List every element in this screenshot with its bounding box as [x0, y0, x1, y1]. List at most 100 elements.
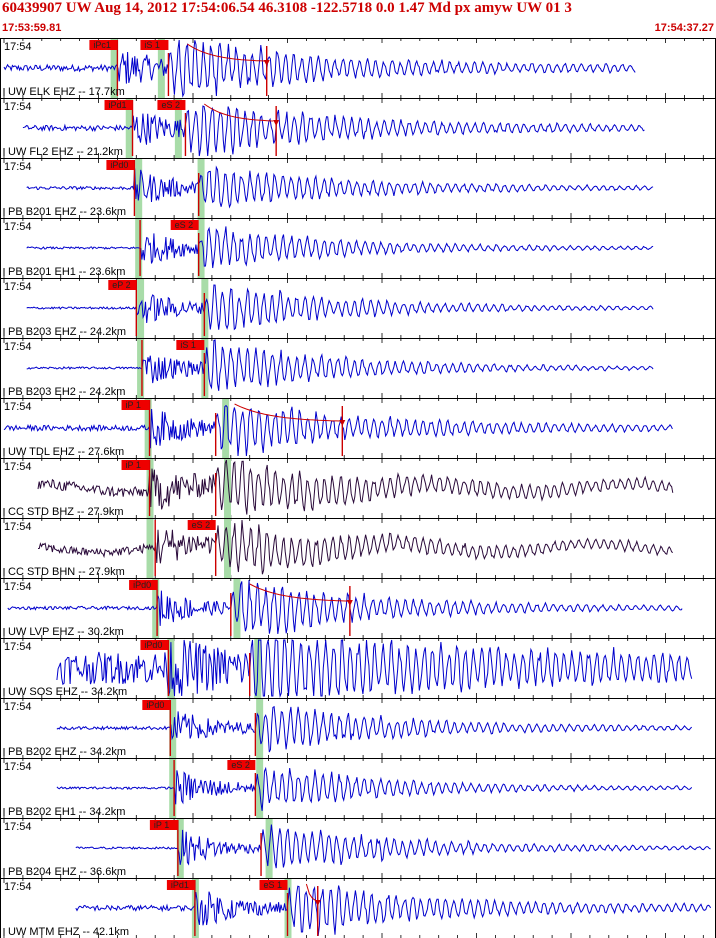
p-pick-box [106, 160, 135, 170]
panel-time-label: 17:54 [4, 821, 32, 833]
panel-time-label: 17:54 [4, 761, 32, 773]
waveform [7, 579, 683, 634]
p-pick-label: iPd0 [133, 580, 151, 590]
waveform [37, 459, 674, 515]
seismogram-plot: iPc1 iS 1 17:54 UW ELK EHZ -- 17.7km iPd1 eS … [0, 38, 716, 938]
phase-window [157, 39, 165, 98]
phase-window [135, 159, 143, 218]
panel-time-label: 17:54 [4, 161, 32, 173]
p-pick-label: iPc1 [93, 40, 111, 50]
coda-curve [187, 43, 266, 62]
p-pick-box [121, 460, 150, 470]
panel-time-label: 17:54 [4, 341, 32, 353]
p-pick-label: iPd0 [110, 160, 128, 170]
waveform [3, 404, 673, 457]
p-pick-box [166, 880, 195, 890]
coda-curve [204, 103, 274, 122]
trace-panel: iPd0 17:54 PB B202 EHZ -- 34.2km [0, 698, 716, 759]
s-pick-label: iS 1 [144, 40, 160, 50]
station-label: PB B203 EHZ -- 24.2km [8, 326, 126, 338]
panel-time-label: 17:54 [4, 461, 32, 473]
phase-window [167, 639, 175, 698]
phase-window [197, 219, 205, 278]
phase-window [135, 219, 143, 278]
s-pick-box [259, 880, 288, 890]
coda-arrow [346, 600, 353, 606]
phase-window [224, 459, 232, 518]
s-pick-box [140, 40, 169, 50]
trace-panel: iP 1 17:54 CC STD BHZ -- 27.9km [0, 458, 716, 519]
s-pick-box [187, 520, 216, 530]
trace-panel: iPc1 iS 1 17:54 UW ELK EHZ -- 17.7km [0, 38, 716, 99]
p-pick-box [140, 640, 169, 650]
station-label: CC STD BHZ -- 27.9km [8, 506, 124, 518]
panel-frame [0, 218, 716, 279]
waveform [56, 705, 693, 753]
trace-panel: iP 1 17:54 PB B204 EHZ -- 36.6km [0, 818, 716, 879]
waveform [26, 165, 654, 209]
coda-arrow [263, 60, 270, 66]
phase-window [146, 519, 154, 578]
p-pick-label: iPd0 [144, 640, 162, 650]
trace-panel: iPd0 17:54 UW SOS EHZ -- 34.2km [0, 638, 716, 699]
s-pick-label: eS 1 [264, 880, 283, 890]
s-pick-label: eS 2 [192, 520, 211, 530]
panel-frame [0, 818, 716, 879]
station-label: UW TDL EHZ -- 27.6km [8, 446, 124, 458]
station-label: UW ELK EHZ -- 17.7km [8, 86, 125, 98]
p-pick-label: eP 2 [112, 280, 130, 290]
panel-time-label: 17:54 [4, 281, 32, 293]
panel-time-label: 17:54 [4, 401, 32, 413]
station-label: UW FL2 EHZ -- 21.2km [8, 146, 123, 158]
s-pick-label: eS 2 [161, 100, 180, 110]
p-pick-label: iPd0 [146, 700, 164, 710]
station-label: UW SOS EHZ -- 34.2km [8, 686, 127, 698]
coda-curve [234, 403, 340, 422]
s-pick-label: iS 1 [180, 340, 196, 350]
trace-panel: iPd0 17:54 PB B201 EHZ -- 23.6km [0, 158, 716, 219]
p-pick-box [149, 820, 178, 830]
p-pick-label: iP 1 [154, 820, 169, 830]
station-label: PB B202 EH1 -- 34.2km [8, 806, 125, 818]
panel-time-label: 17:54 [4, 521, 32, 533]
phase-window [222, 399, 230, 458]
station-label: UW MTM EHZ -- 42.1km [8, 926, 129, 938]
p-pick-box [108, 280, 137, 290]
p-pick-label: iPd1 [171, 880, 189, 890]
trace-panel: eP 2 17:54 PB B203 EHZ -- 24.2km [0, 278, 716, 339]
trace-panel: iS 1 17:54 PB B203 EH2 -- 24.2km [0, 338, 716, 399]
panel-frame [0, 458, 716, 519]
waveform [3, 39, 636, 98]
p-pick-box [89, 40, 118, 50]
p-pick-label: iP 1 [126, 400, 141, 410]
trace-panel: iPd0 17:54 UW LVP EHZ -- 30.2km [0, 578, 716, 639]
panel-time-label: 17:54 [4, 41, 32, 53]
waveform [56, 766, 693, 811]
phase-window [169, 699, 177, 758]
panel-time-label: 17:54 [4, 881, 32, 893]
start-time: 17:53:59.81 [2, 22, 62, 34]
station-label: PB B203 EH2 -- 24.2km [8, 386, 125, 398]
coda-curve [305, 883, 316, 901]
station-label: PB B202 EHZ -- 34.2km [8, 746, 126, 758]
phase-window [233, 579, 241, 638]
panel-time-label: 17:54 [4, 641, 32, 653]
trace-panel: eS 2 17:54 CC STD BHN -- 27.9km [0, 518, 716, 579]
station-label: PB B201 EHZ -- 23.6km [8, 206, 126, 218]
coda-curve [249, 583, 349, 602]
waveform [22, 105, 645, 157]
phase-window [224, 519, 232, 578]
coda-arrow [273, 120, 280, 126]
trace-panel: iPd1 eS 2 17:54 UW FL2 EHZ -- 21.2km [0, 98, 716, 159]
waveform [56, 639, 693, 698]
panel-time-label: 17:54 [4, 581, 32, 593]
station-label: UW LVP EHZ -- 30.2km [8, 626, 124, 638]
station-label: PB B204 EHZ -- 36.6km [8, 866, 126, 878]
panel-time-label: 17:54 [4, 221, 32, 233]
phase-window [169, 759, 177, 818]
s-pick-label: eS 2 [175, 220, 194, 230]
waveform [75, 885, 712, 937]
header: 60439907 UW Aug 14, 2012 17:54:06.54 46.… [0, 0, 716, 38]
p-pick-box [129, 580, 158, 590]
s-pick-box [227, 760, 256, 770]
